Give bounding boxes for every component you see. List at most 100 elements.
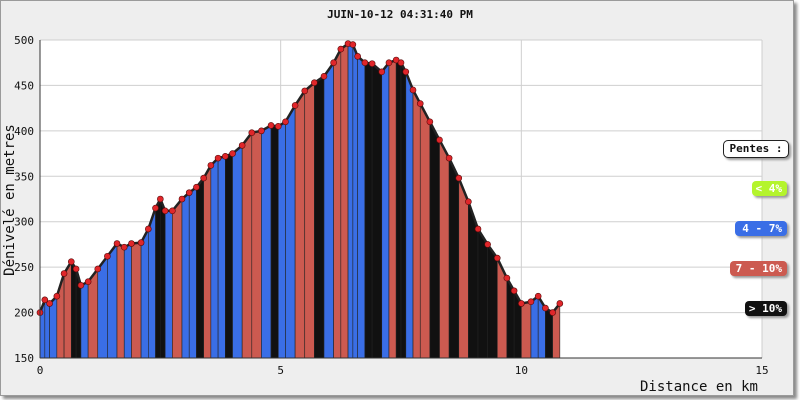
data-point — [368, 60, 376, 67]
data-point — [385, 59, 393, 67]
data-point — [185, 189, 193, 196]
x-tick-label: 10 — [515, 364, 528, 377]
data-point — [445, 154, 453, 162]
slope-bar — [181, 191, 190, 359]
y-tick-label: 150 — [14, 352, 34, 365]
slope-bar — [521, 301, 532, 359]
slope-bar — [164, 210, 173, 359]
slope-bar — [80, 281, 89, 359]
slope-bar — [388, 59, 397, 359]
x-tick-labels: 0 5 10 15 — [37, 364, 769, 377]
slope-bar — [210, 157, 219, 359]
data-point — [518, 300, 525, 307]
slope-bar — [371, 62, 383, 359]
y-tick-label: 300 — [14, 216, 34, 229]
slope-bar — [116, 243, 125, 359]
slope-bar — [261, 124, 272, 359]
slope-bar — [232, 144, 243, 359]
data-point — [169, 207, 176, 215]
data-point — [41, 296, 49, 304]
data-point — [542, 304, 549, 312]
slope-bar — [217, 155, 226, 359]
data-point — [527, 298, 535, 305]
slope-bar — [314, 75, 325, 359]
slope-bar — [477, 227, 488, 359]
y-tick-label: 500 — [14, 34, 34, 47]
data-point — [465, 198, 472, 206]
data-point — [94, 265, 102, 273]
data-point — [152, 204, 159, 212]
data-point — [484, 241, 491, 248]
legend-item-4-7: 4 - 7% — [735, 221, 787, 236]
y-tick-label: 250 — [14, 261, 34, 274]
slope-bar — [448, 157, 460, 359]
data-point — [207, 162, 215, 169]
data-point — [397, 59, 405, 67]
data-point — [455, 174, 463, 182]
data-point — [113, 240, 121, 247]
y-tick-label: 400 — [14, 125, 34, 138]
data-point — [402, 68, 410, 76]
data-point — [474, 225, 482, 233]
data-point — [222, 152, 229, 160]
data-point — [53, 292, 61, 300]
slope-bar — [530, 295, 539, 359]
legend-item-7-10: 7 - 10% — [730, 261, 787, 276]
slope-bar — [277, 121, 286, 359]
data-point — [248, 129, 256, 136]
data-point — [282, 118, 289, 126]
data-point — [503, 274, 511, 282]
slope-bar — [429, 121, 440, 359]
slope-bar — [364, 62, 373, 359]
slope-bar — [487, 243, 498, 359]
data-point — [77, 282, 85, 289]
data-point — [556, 300, 564, 307]
slope-bar — [131, 242, 142, 359]
data-point — [137, 239, 145, 246]
slope-bar — [400, 62, 407, 359]
slope-bar — [155, 198, 161, 359]
y-axis-label: Dénivelé en metres — [2, 124, 18, 276]
slope-bar — [333, 48, 342, 359]
legend-title: Pentes : — [723, 140, 789, 158]
slope-bar — [405, 71, 414, 359]
data-point — [330, 59, 337, 67]
data-point — [178, 195, 186, 203]
slope-bar — [304, 82, 315, 359]
y-tick-label: 200 — [14, 307, 34, 320]
data-point — [193, 183, 200, 191]
data-point — [549, 309, 556, 316]
data-point — [229, 150, 236, 157]
data-point — [214, 154, 222, 162]
slope-bar — [241, 131, 253, 359]
data-point — [493, 254, 501, 262]
data-point — [534, 292, 542, 300]
data-point — [267, 122, 275, 129]
data-point — [84, 278, 92, 285]
data-point — [258, 127, 265, 135]
slope-bar — [347, 43, 354, 359]
data-point — [354, 53, 361, 60]
slope-bar — [172, 198, 183, 359]
x-tick-label: 5 — [277, 364, 284, 377]
data-point — [145, 225, 152, 233]
data-points — [36, 40, 564, 316]
data-point — [274, 123, 282, 130]
data-point — [157, 195, 164, 203]
data-point — [320, 73, 328, 80]
slope-bar — [188, 186, 197, 359]
slope-bar — [285, 104, 296, 359]
y-tick-label: 450 — [14, 79, 34, 92]
slope-bar — [123, 243, 132, 359]
slope-bar — [107, 242, 118, 359]
slope-bar — [412, 89, 421, 359]
slope-bar — [294, 89, 306, 359]
legend-item-lt4: < 4% — [752, 181, 787, 196]
slope-bar — [323, 61, 334, 359]
slope-bar — [270, 125, 279, 359]
slope-bar — [196, 177, 204, 359]
data-point — [361, 59, 369, 67]
data-point — [161, 207, 169, 215]
data-point — [510, 287, 518, 295]
y-tick-label: 350 — [14, 170, 34, 183]
